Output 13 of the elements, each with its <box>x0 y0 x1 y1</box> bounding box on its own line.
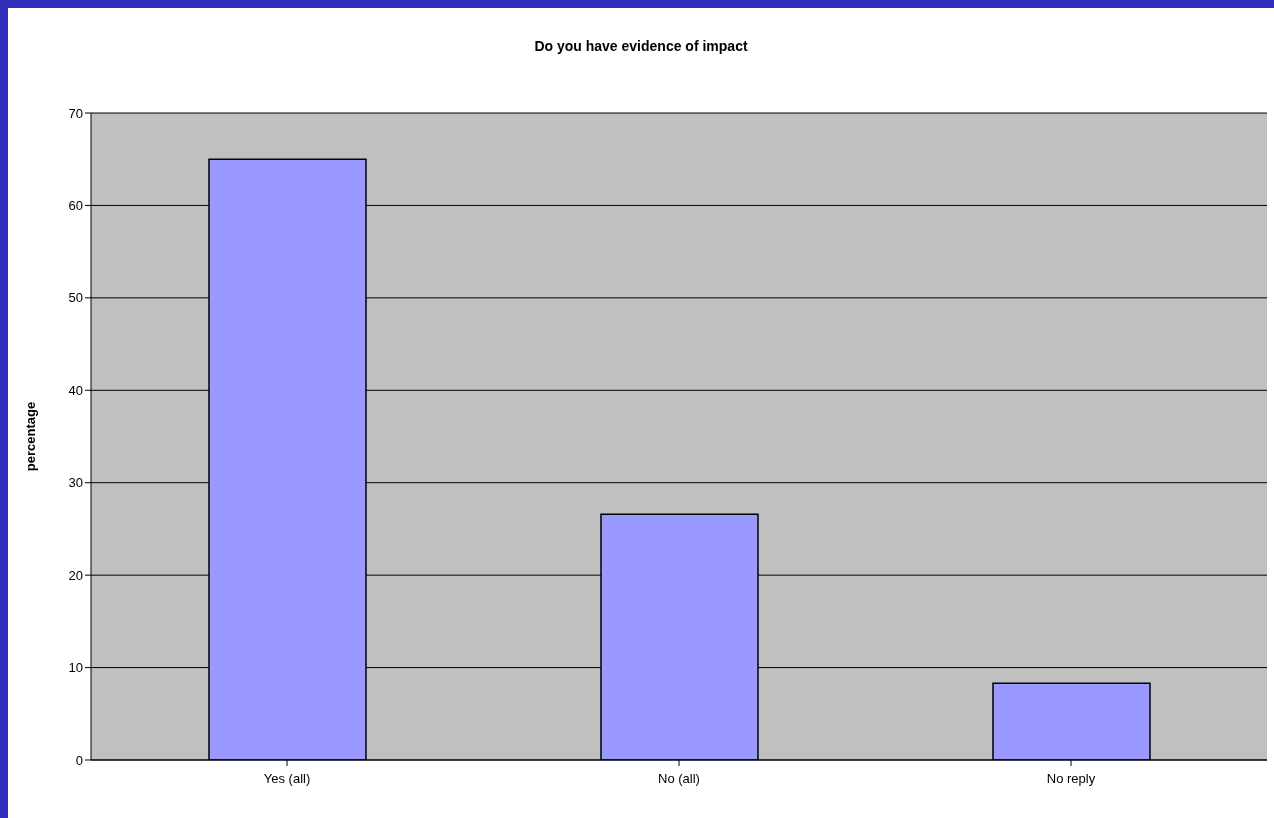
x-tick-label: No (all) <box>658 771 700 787</box>
y-tick-label: 10 <box>68 660 83 676</box>
y-tick-label: 20 <box>68 567 83 583</box>
chart-title: Do you have evidence of impact <box>533 38 749 54</box>
y-axis-title: percentage <box>22 401 38 472</box>
y-tick-label: 60 <box>68 198 83 214</box>
x-tick-label: No reply <box>1046 771 1096 787</box>
y-tick-label: 70 <box>68 105 83 121</box>
x-tick-label: Yes (all) <box>263 771 311 787</box>
y-tick-label: 0 <box>75 752 83 768</box>
y-tick-label: 50 <box>68 290 83 306</box>
y-tick-label: 30 <box>68 475 83 491</box>
y-tick-label: 40 <box>68 382 83 398</box>
